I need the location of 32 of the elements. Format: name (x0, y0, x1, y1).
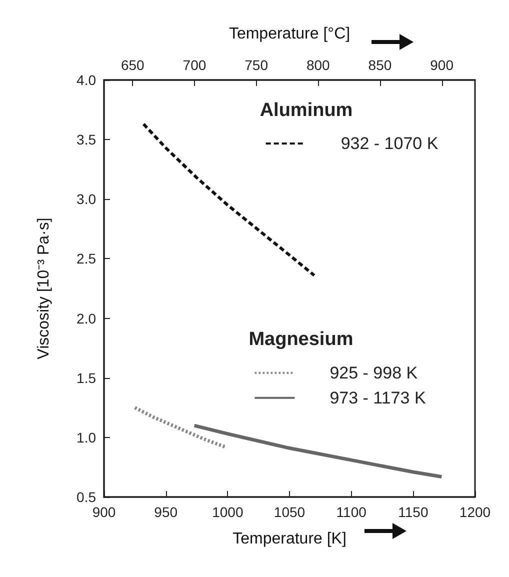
legend-label: 932 - 1070 K (340, 134, 439, 154)
line-series (192, 424, 444, 478)
x2-tick-label: 700 (182, 57, 206, 73)
x2-axis-title: Temperature [°C] (228, 26, 350, 42)
x-tick-label: 1200 (459, 504, 491, 520)
x2-tick-label: 900 (430, 57, 454, 73)
legend-label: 973 - 1173 K (330, 388, 426, 408)
y-tick-label: 2.5 (76, 250, 96, 267)
y-tick-label: 2.0 (76, 310, 96, 326)
line-series (142, 122, 316, 277)
x-tick-label: 950 (154, 504, 178, 520)
x2-tick-label: 850 (368, 57, 392, 73)
x2-tick-label: 750 (244, 57, 268, 73)
x-tick-label: 1150 (398, 504, 428, 520)
y-tick-label: 3.0 (76, 191, 96, 208)
x2-tick-label: 650 (120, 57, 145, 73)
x2-tick-label: 800 (306, 57, 330, 73)
x-tick-label: 1050 (274, 504, 306, 520)
y-tick-label: 3.5 (76, 132, 96, 148)
legend-label: 925 - 998 K (330, 363, 418, 382)
x-tick-label: 1000 (212, 504, 244, 520)
y-tick-label: 1.5 (76, 370, 96, 386)
line-series (133, 406, 227, 449)
annotation: Magnesium (248, 329, 354, 350)
annotation: Aluminum (260, 100, 353, 121)
y-axis-title: Viscosity [10⁻³ Pa·s] (36, 218, 52, 360)
x-tick-label: 1100 (336, 504, 367, 520)
y-tick-label: 1.0 (76, 429, 96, 446)
x-axis-title: Temperature [K] (232, 530, 346, 548)
x-tick-label: 900 (92, 504, 116, 520)
y-tick-label: 4.0 (76, 72, 96, 88)
y-tick-label: 0.5 (76, 489, 96, 505)
